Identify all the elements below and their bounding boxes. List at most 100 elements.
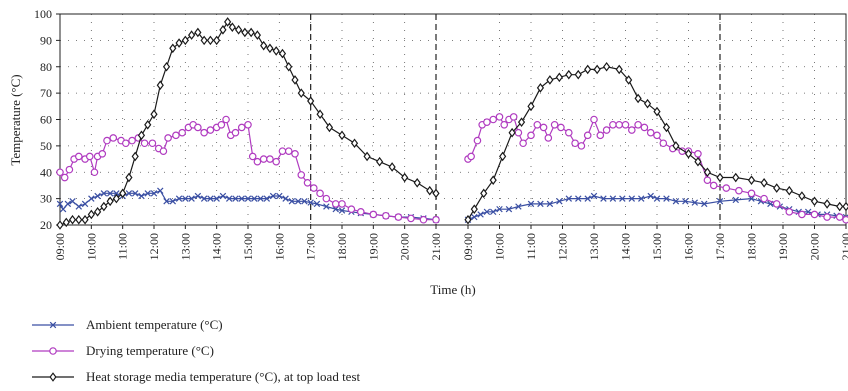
- data-point-drying: [654, 132, 660, 138]
- legend-marker: [50, 348, 56, 354]
- data-point-storage: [566, 71, 572, 79]
- data-point-storage: [292, 76, 298, 84]
- data-point-drying: [799, 211, 805, 217]
- data-point-drying: [160, 148, 166, 154]
- temperature-chart: 20 30 40 50 60 70 80 90 100 09:00 10:00 11:00 12:00 1…: [0, 0, 848, 300]
- legend-marker: [50, 373, 56, 381]
- y-tick-label: 80: [40, 60, 52, 74]
- x-tick-label: 18:00: [745, 233, 759, 260]
- data-point-drying: [304, 180, 310, 186]
- data-point-drying: [748, 190, 754, 196]
- legend-item-drying: Drying temperature (°C): [30, 338, 360, 364]
- data-point-drying: [578, 143, 584, 149]
- data-point-storage: [88, 211, 94, 219]
- data-point-drying: [433, 217, 439, 223]
- x-tick-label: 15:00: [241, 233, 255, 260]
- x-tick-label: 15:00: [650, 233, 664, 260]
- data-point-drying: [520, 140, 526, 146]
- x-tick-label: 19:00: [366, 233, 380, 260]
- x-tick-label: 14:00: [619, 233, 633, 260]
- x-tick-label: 20:00: [808, 233, 822, 260]
- y-tick-label: 70: [40, 86, 52, 100]
- data-point-drying: [540, 124, 546, 130]
- data-point-storage: [761, 179, 767, 187]
- data-point-drying: [515, 129, 521, 135]
- data-point-storage: [427, 187, 433, 195]
- data-point-storage: [557, 74, 563, 82]
- data-point-drying: [603, 127, 609, 133]
- data-point-storage: [733, 174, 739, 182]
- x-axis-label: Time (h): [430, 282, 475, 297]
- legend-storage-key: [30, 370, 76, 384]
- data-point-ambient: [89, 196, 95, 202]
- data-point-drying: [273, 159, 279, 165]
- data-point-ambient: [195, 193, 201, 199]
- data-point-drying: [348, 206, 354, 212]
- data-point-drying: [566, 129, 572, 135]
- legend-item-storage: Heat storage media temperature (°C), at …: [30, 364, 360, 390]
- data-point-drying: [558, 124, 564, 130]
- legend-storage-label: Heat storage media temperature (°C), at …: [86, 369, 360, 385]
- data-point-drying: [129, 137, 135, 143]
- data-point-drying: [91, 169, 97, 175]
- data-point-drying: [254, 159, 260, 165]
- data-point-drying: [267, 156, 273, 162]
- data-point-drying: [534, 122, 540, 128]
- data-point-drying: [496, 114, 502, 120]
- x-tick-label: 13:00: [178, 233, 192, 260]
- data-point-storage: [500, 153, 506, 161]
- series-drying: [57, 114, 848, 223]
- data-point-drying: [501, 122, 507, 128]
- series-storage: [57, 18, 848, 229]
- data-point-drying: [474, 137, 480, 143]
- data-point-drying: [597, 132, 603, 138]
- data-point-storage: [377, 158, 383, 166]
- data-point-drying: [195, 124, 201, 130]
- legend-ambient-key: [30, 318, 76, 332]
- data-point-storage: [402, 174, 408, 182]
- data-point-drying: [173, 132, 179, 138]
- data-point-storage: [547, 76, 553, 84]
- data-point-storage: [774, 184, 780, 192]
- x-tick-label: 10:00: [493, 233, 507, 260]
- data-point-drying: [843, 217, 848, 223]
- data-point-ambient: [60, 206, 66, 212]
- data-point-storage: [189, 31, 195, 39]
- data-point-storage: [120, 190, 126, 198]
- x-tick-label: 10:00: [84, 233, 98, 260]
- x-tick-label: 17:00: [713, 233, 727, 260]
- data-point-drying: [286, 148, 292, 154]
- data-point-storage: [76, 216, 82, 224]
- data-point-drying: [165, 135, 171, 141]
- chart-series: [57, 18, 848, 229]
- data-point-storage: [182, 37, 188, 45]
- x-tick-label: 17:00: [304, 233, 318, 260]
- data-point-storage: [433, 190, 439, 198]
- data-point-storage: [389, 163, 395, 171]
- data-point-drying: [837, 214, 843, 220]
- data-point-drying: [339, 201, 345, 207]
- data-point-drying: [622, 122, 628, 128]
- x-tick-label: 13:00: [587, 233, 601, 260]
- data-point-drying: [104, 137, 110, 143]
- x-tick-label: 21:00: [429, 233, 443, 260]
- data-point-drying: [811, 211, 817, 217]
- data-point-drying: [232, 129, 238, 135]
- data-point-storage: [749, 176, 755, 184]
- data-point-storage: [298, 89, 304, 97]
- data-point-storage: [414, 179, 420, 187]
- data-point-ambient: [220, 193, 226, 199]
- data-point-storage: [824, 200, 830, 208]
- data-point-storage: [176, 39, 182, 47]
- data-point-drying: [528, 132, 534, 138]
- chart-legend: Ambient temperature (°C) Drying temperat…: [30, 312, 360, 390]
- data-point-drying: [395, 214, 401, 220]
- y-tick-label: 30: [40, 192, 52, 206]
- data-point-drying: [585, 132, 591, 138]
- data-point-drying: [723, 185, 729, 191]
- data-point-drying: [510, 114, 516, 120]
- y-tick-label: 40: [40, 165, 52, 179]
- data-point-storage: [132, 153, 138, 161]
- data-point-storage: [837, 203, 843, 211]
- data-point-drying: [420, 217, 426, 223]
